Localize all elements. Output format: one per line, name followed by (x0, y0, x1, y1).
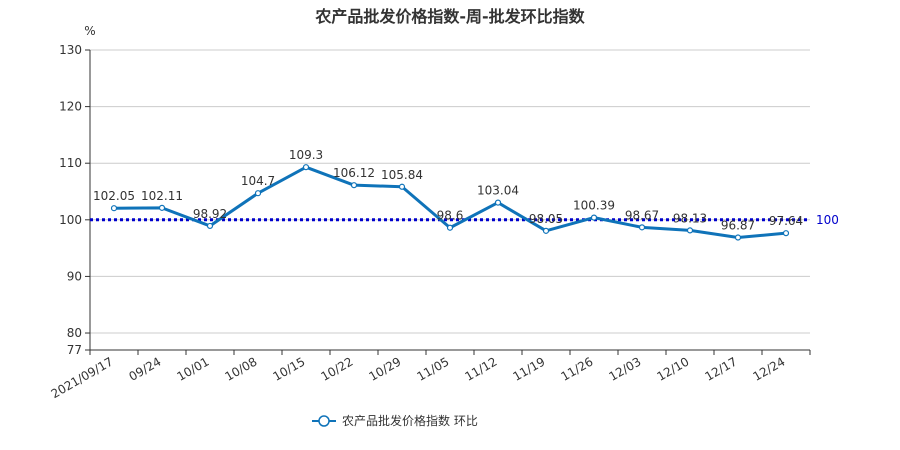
data-point (446, 224, 454, 231)
legend[interactable]: 农产品批发价格指数 环比 (312, 413, 478, 428)
y-tick-label: 77 (67, 343, 82, 357)
y-tick-label: 110 (59, 156, 82, 170)
series-group: 102.05 102.11 98.92 104.7 109.3 106.12 105.84 9… (93, 148, 803, 241)
data-label: 100.39 (573, 199, 615, 213)
y-tick-label: 100 (59, 213, 82, 227)
data-point (782, 230, 790, 237)
y-axis-unit: % (84, 24, 95, 38)
axes (89, 50, 810, 351)
x-tick-label: 12/17 (703, 354, 740, 383)
data-point (686, 227, 694, 234)
data-label: 106.12 (333, 166, 375, 180)
x-tick-label: 12/03 (607, 354, 644, 383)
x-tick-label: 12/24 (751, 354, 788, 383)
x-tick-label: 11/05 (415, 354, 452, 383)
x-tick-label: 10/22 (319, 354, 356, 383)
legend-marker-icon (318, 415, 330, 427)
data-point (638, 224, 646, 231)
data-label: 104.7 (241, 174, 275, 188)
data-label: 97.64 (769, 214, 803, 228)
data-label: 96.87 (721, 219, 755, 233)
data-point (734, 234, 742, 241)
x-tick-labels: 2021/09/17 09/24 10/01 10/08 10/15 10/22 10/29… (49, 350, 811, 401)
data-label: 98.6 (437, 209, 464, 223)
data-label: 98.05 (529, 212, 563, 226)
reference-line-label: 100 (816, 213, 839, 227)
data-point (110, 205, 118, 212)
x-tick-label: 11/26 (559, 354, 596, 383)
data-point (494, 199, 502, 206)
data-point (398, 183, 406, 190)
x-tick-label: 2021/09/17 (49, 354, 116, 401)
x-tick-label: 09/24 (127, 354, 164, 383)
y-tick-label: 120 (59, 100, 82, 114)
x-tick-label: 10/08 (223, 354, 260, 383)
data-label: 105.84 (381, 168, 423, 182)
data-point (590, 214, 598, 221)
data-label: 103.04 (477, 184, 519, 198)
data-label: 98.92 (193, 207, 227, 221)
x-tick-label: 11/12 (463, 354, 500, 383)
data-point (206, 222, 214, 230)
y-tick-label: 130 (59, 43, 82, 57)
grid-lines (90, 49, 810, 334)
data-point (302, 164, 310, 171)
x-tick-label: 10/29 (367, 354, 404, 383)
data-label: 98.67 (625, 208, 659, 222)
y-tick-label: 90 (67, 269, 82, 283)
data-label: 109.3 (289, 148, 323, 162)
data-label: 102.05 (93, 189, 135, 203)
data-point (158, 204, 166, 211)
x-tick-label: 10/15 (271, 354, 308, 383)
data-point (254, 190, 262, 197)
y-tick-labels: 77 80 90 100 110 120 130 (59, 43, 90, 357)
legend-label: 农产品批发价格指数 环比 (342, 413, 478, 428)
reference-line: 100 (90, 213, 839, 227)
data-point (542, 227, 550, 234)
x-tick-label: 12/10 (655, 354, 692, 383)
x-tick-label: 10/01 (175, 354, 212, 383)
data-point (350, 182, 358, 189)
y-tick-label: 80 (67, 326, 82, 340)
data-label: 98.13 (673, 211, 707, 225)
data-label: 102.11 (141, 189, 183, 203)
chart-title: 农产品批发价格指数-周-批发环比指数 (314, 7, 585, 26)
x-tick-label: 11/19 (511, 354, 548, 383)
